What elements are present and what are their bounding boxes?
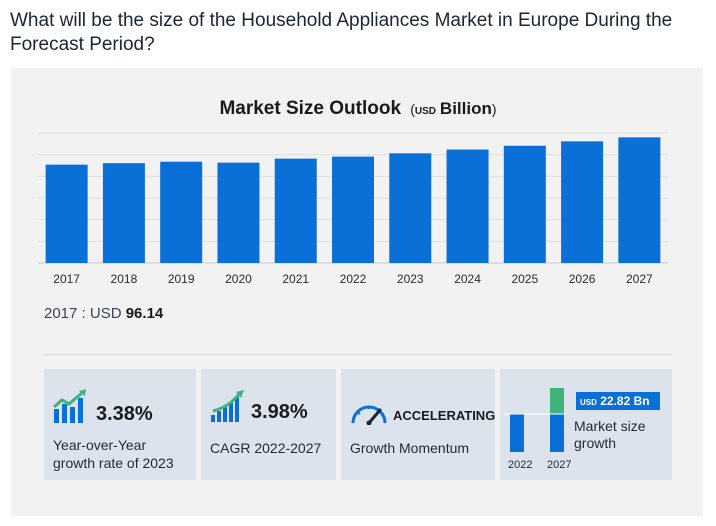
momentum-card: ACCELERATING Growth Momentum (341, 369, 495, 480)
growth-label: Market size growth (574, 418, 646, 452)
bar-2019 (160, 161, 203, 263)
cagr-description: CAGR 2022-2027 (210, 440, 322, 456)
yoy-kpi-row: 3.38% (52, 389, 153, 425)
yoy-desc-line2: growth rate of 2023 (53, 455, 174, 471)
cagr-chart-icon (211, 390, 244, 422)
x-tick-label-2025: 2025 (511, 272, 538, 286)
x-tick-label-2021: 2021 (282, 272, 309, 286)
x-tick-label-2024: 2024 (454, 272, 481, 286)
chart-title-text: Market Size Outlook (219, 98, 402, 119)
momentum-description: Growth Momentum (350, 440, 470, 456)
bar-2020 (217, 162, 260, 263)
chart-title: Market Size Outlook (USD Billion) (0, 98, 716, 120)
market-growth-card: 2022 2027 USD 22.82 Bn Market size growt… (500, 369, 672, 480)
bar-2025 (503, 145, 546, 263)
bar-2023 (389, 153, 432, 263)
bar-2026 (561, 141, 604, 263)
x-tick-label-2026: 2026 (569, 272, 596, 286)
x-tick-label-2023: 2023 (397, 272, 424, 286)
bar-growth-icon (53, 389, 86, 423)
bar-2018 (102, 163, 145, 263)
mini-bar-2027-growth (550, 388, 564, 414)
bar-2021 (274, 158, 317, 263)
cagr-card: 3.98% CAGR 2022-2027 (201, 369, 336, 480)
mini-year-2022: 2022 (508, 459, 533, 471)
mini-growth-chart (504, 388, 566, 452)
chart-unit-prefix: USD (414, 106, 437, 117)
x-tick-label-2017: 2017 (53, 272, 80, 286)
x-tick-label-2018: 2018 (111, 272, 138, 286)
yoy-growth-card: 3.38% Year-over-Year growth rate of 2023 (44, 369, 196, 480)
bar-2024 (446, 149, 489, 263)
bar-2017 (45, 164, 88, 263)
x-tick-label-2019: 2019 (168, 272, 195, 286)
base-year-prefix: 2017 : USD (44, 305, 126, 322)
mini-bar-2027-base (550, 414, 564, 452)
base-year-label: 2017 : USD 96.14 (44, 305, 163, 322)
base-year-value: 96.14 (125, 305, 164, 322)
mini-year-2027: 2027 (547, 459, 572, 471)
growth-badge-value: 22.82 Bn (600, 394, 650, 408)
bar-chart: 2017 2018 2019 2020 2021 2022 2023 2024 2025 2026… (38, 132, 668, 286)
speedometer-icon (351, 405, 387, 425)
bar-2022 (332, 156, 374, 263)
growth-label-line2: growth (574, 435, 617, 451)
yoy-description: Year-over-Year growth rate of 2023 (53, 436, 174, 472)
question-heading: What will be the size of the Household A… (10, 10, 673, 55)
chart-unit: (USD Billion) (406, 99, 497, 118)
yoy-desc-line1: Year-over-Year (53, 437, 147, 453)
mini-bar-2022 (510, 414, 524, 452)
cagr-value: 3.98% (251, 401, 308, 423)
bar-2027 (618, 137, 661, 263)
x-tick-label-2027: 2027 (626, 272, 653, 286)
yoy-value: 3.38% (96, 403, 153, 425)
divider (44, 354, 672, 355)
x-tick-label-2020: 2020 (225, 272, 252, 286)
x-tick-label-2022: 2022 (340, 272, 367, 286)
growth-badge-prefix: USD (580, 398, 597, 407)
growth-label-line1: Market size (574, 418, 646, 434)
momentum-value: ACCELERATING (393, 408, 496, 423)
chart-unit-main: Billion (439, 99, 492, 118)
growth-value-badge: USD 22.82 Bn (576, 392, 660, 410)
momentum-kpi-row: ACCELERATING (349, 399, 495, 425)
cagr-kpi-row: 3.98% (209, 389, 308, 423)
